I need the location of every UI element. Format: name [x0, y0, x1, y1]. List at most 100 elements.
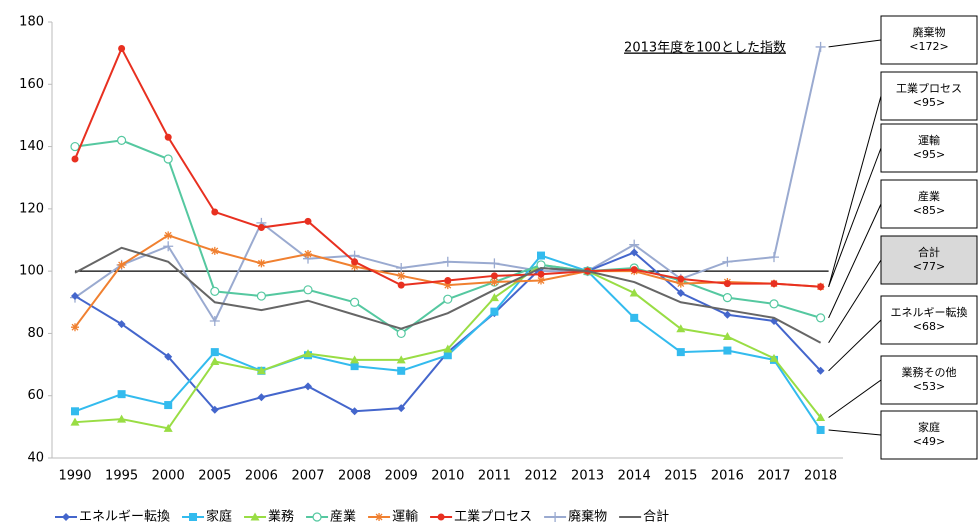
marker	[164, 133, 172, 141]
callout-connector	[828, 379, 882, 418]
callout-connector	[828, 259, 882, 344]
marker	[62, 513, 70, 521]
marker	[164, 401, 173, 410]
marker	[629, 239, 640, 250]
marker	[442, 256, 453, 267]
callout-value: <53>	[913, 380, 945, 393]
marker	[118, 44, 126, 52]
marker	[350, 407, 359, 416]
callout-value: <95>	[913, 96, 945, 109]
callout-box	[880, 410, 978, 460]
legend-item: 産業	[306, 509, 356, 525]
callout-title: 家庭	[918, 420, 940, 434]
marker	[676, 288, 685, 297]
callout-box	[880, 179, 978, 229]
y-tick-label: 100	[19, 264, 44, 279]
legend-label: 廃棄物	[568, 509, 607, 525]
callout-value: <95>	[913, 148, 945, 161]
y-tick-label: 180	[19, 15, 44, 30]
callout-box	[880, 123, 978, 173]
marker	[257, 259, 266, 268]
marker	[490, 307, 499, 316]
marker	[437, 513, 445, 521]
callout-value: <77>	[913, 260, 945, 273]
x-tick-label: 2014	[618, 469, 651, 484]
marker	[350, 297, 360, 307]
x-tick-label: 2016	[711, 469, 744, 484]
legend-item: 工業プロセス	[430, 509, 532, 525]
marker	[629, 288, 639, 297]
marker	[210, 405, 219, 414]
marker	[676, 348, 685, 357]
legend-item: 家庭	[182, 509, 232, 525]
marker	[210, 356, 220, 365]
legend-item: 廃棄物	[544, 509, 607, 525]
callout-title: 業務その他	[902, 365, 957, 379]
marker	[770, 280, 778, 288]
marker	[164, 352, 173, 361]
marker	[443, 351, 452, 360]
y-tick-label: 40	[27, 451, 44, 466]
marker	[70, 417, 80, 426]
marker	[257, 393, 266, 402]
x-tick-label: 2012	[524, 469, 557, 484]
marker	[351, 258, 359, 266]
marker	[250, 512, 260, 521]
marker	[256, 291, 266, 301]
callout-box	[880, 355, 978, 405]
x-tick-label: 1990	[58, 469, 91, 484]
marker	[816, 425, 825, 434]
marker	[769, 252, 779, 263]
marker	[210, 286, 220, 296]
marker	[722, 293, 733, 303]
legend-item: 運輸	[368, 510, 418, 525]
y-tick-label: 140	[19, 139, 44, 154]
marker	[163, 423, 173, 432]
marker	[396, 263, 407, 274]
marker	[396, 355, 406, 364]
marker	[312, 512, 322, 522]
marker	[816, 413, 826, 422]
marker	[489, 293, 499, 302]
marker	[71, 292, 79, 301]
annotation: 2013年度を100とした指数	[624, 40, 786, 56]
marker	[537, 270, 545, 278]
marker	[164, 231, 173, 240]
marker	[676, 279, 685, 288]
series-line	[74, 46, 821, 288]
callout-title: 廃棄物	[913, 25, 946, 39]
marker	[210, 348, 219, 357]
marker	[722, 332, 732, 341]
callout-title: 工業プロセス	[896, 82, 962, 95]
marker	[117, 414, 127, 423]
marker	[816, 366, 825, 375]
marker	[490, 272, 498, 280]
marker	[444, 276, 452, 284]
legend-label: 運輸	[392, 510, 418, 525]
marker	[304, 217, 312, 225]
marker	[630, 313, 639, 322]
callout-connector	[828, 429, 882, 436]
marker	[304, 250, 312, 259]
series-line	[74, 246, 822, 344]
marker	[350, 262, 359, 271]
legend-label: 家庭	[206, 509, 232, 525]
x-tick-label: 2011	[478, 469, 511, 484]
marker	[443, 294, 453, 304]
marker	[189, 513, 198, 521]
marker	[209, 315, 220, 326]
x-tick-label: 2008	[338, 469, 371, 484]
marker	[815, 41, 826, 52]
y-tick-label: 80	[27, 326, 44, 341]
callout-connector	[828, 319, 882, 372]
marker	[70, 141, 80, 152]
marker	[630, 266, 638, 274]
marker	[490, 278, 499, 287]
marker	[815, 313, 826, 323]
marker	[350, 355, 360, 364]
marker	[350, 362, 359, 371]
legend-item: 合計	[619, 509, 669, 525]
marker	[303, 349, 313, 358]
callout-box	[880, 295, 978, 345]
marker	[116, 135, 127, 145]
